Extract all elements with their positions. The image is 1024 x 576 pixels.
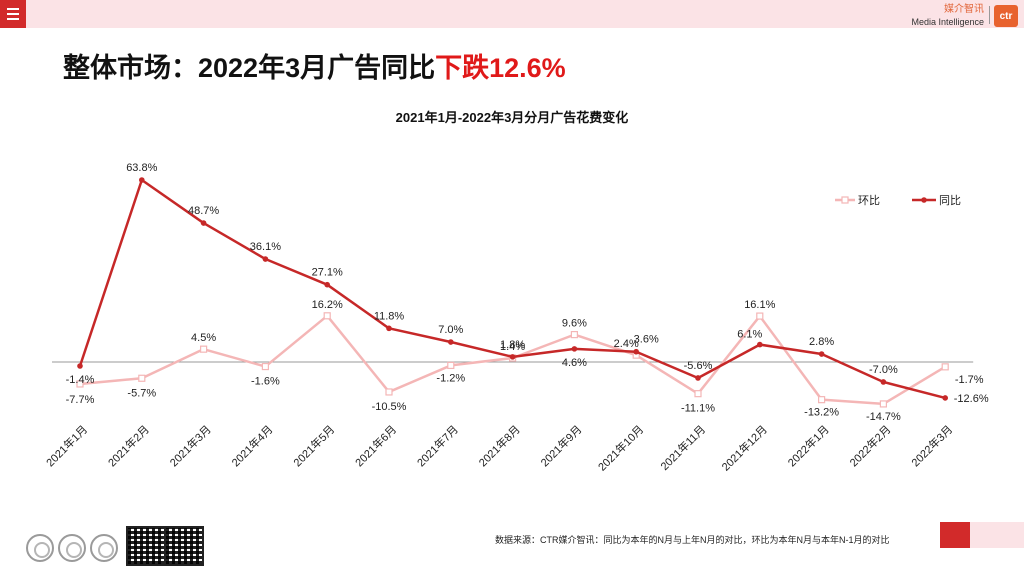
yoy-marker (200, 220, 207, 226)
yoy-marker (262, 256, 269, 262)
yoy-data-label: 3.6% (634, 334, 659, 346)
yoy-data-label: -7.0% (869, 364, 898, 376)
mom-marker (200, 345, 208, 353)
mom-data-label: 2.4% (614, 338, 639, 350)
data-source-note: 数据来源：CTR媒介智讯：同比为本年的N月与上年N月的对比，环比为本年N月与本年… (495, 535, 890, 545)
legend-yoy-marker (921, 197, 927, 203)
mom-marker (261, 362, 269, 371)
menu-icon[interactable] (0, 0, 26, 28)
yoy-marker (448, 339, 454, 345)
sgs-seal-icon (58, 534, 86, 562)
mom-marker (447, 361, 455, 370)
yoy-marker (324, 281, 331, 288)
yoy-data-label: 11.8% (374, 310, 405, 322)
brand-name-cn: 媒介智讯 (944, 4, 984, 15)
x-tick-label: 2021年6月 (352, 422, 399, 469)
mom-marker (817, 396, 826, 404)
mom-marker (138, 374, 146, 382)
logo-text: ctr (999, 10, 1013, 22)
qr-code-icon (164, 526, 204, 566)
sgs-seal-icon (90, 534, 118, 562)
yoy-marker (633, 348, 639, 355)
brand-text: 媒介智讯 Media Intelligence (911, 4, 984, 28)
yoy-marker (571, 346, 578, 352)
headline-highlight: 下跌12.6% (435, 53, 566, 83)
mom-data-label: -5.7% (127, 387, 156, 399)
yoy-marker (757, 341, 763, 348)
yoy-data-label: -5.6% (684, 360, 713, 372)
legend-label-mom: 环比 (858, 194, 880, 207)
yoy-marker (942, 395, 948, 401)
x-tick-label: 2021年10月 (595, 422, 646, 473)
sgs-seal-icon (26, 534, 54, 562)
mom-data-label: 16.1% (744, 299, 775, 311)
brand-name-en: Media Intelligence (911, 17, 984, 27)
yoy-data-label: 7.0% (438, 324, 463, 336)
legend-mom-marker (841, 196, 849, 204)
mom-data-label: -7.7% (66, 394, 95, 406)
x-tick-label: 2022年3月 (908, 422, 955, 469)
x-tick-label: 2021年11月 (657, 422, 708, 473)
headline-main: 整体市场：2022年3月广告同比 (63, 53, 436, 83)
mom-data-label: 4.5% (191, 332, 216, 344)
chart-title: 2021年1月-2022年3月分月广告花费变化 (395, 110, 629, 125)
yoy-marker (695, 375, 701, 381)
top-bar: 媒介智讯 Media Intelligence ctr (0, 0, 1024, 28)
yoy-data-label: 27.1% (312, 267, 343, 279)
x-tick-label: 2021年7月 (414, 422, 461, 469)
yoy-data-label: 63.8% (126, 162, 157, 174)
mom-marker (879, 400, 888, 408)
mom-marker (323, 312, 331, 320)
footer-pink-block (970, 522, 1024, 548)
mom-data-label: -1.6% (251, 376, 280, 388)
yoy-marker (509, 354, 516, 360)
brand-divider (989, 6, 990, 24)
x-tick-label: 2021年4月 (228, 422, 275, 469)
yoy-marker (818, 351, 825, 357)
yoy-data-label: 48.7% (188, 205, 219, 217)
yoy-marker (139, 177, 145, 183)
mom-marker (694, 390, 702, 398)
ctr-logo: ctr (994, 5, 1018, 27)
footer-red-block (940, 522, 970, 548)
x-tick-label: 2021年12月 (719, 422, 770, 473)
x-tick-label: 2022年2月 (846, 422, 893, 469)
yoy-data-label: -1.4% (66, 374, 95, 386)
mom-data-label: 9.6% (562, 318, 587, 330)
x-tick-label: 2021年2月 (105, 422, 152, 469)
yoy-data-label: 4.6% (562, 357, 587, 369)
x-tick-label: 2021年3月 (167, 422, 214, 469)
x-tick-label: 2021年8月 (476, 422, 523, 469)
yoy-data-label: 36.1% (250, 241, 281, 253)
legend-label-yoy: 同比 (939, 194, 961, 207)
x-tick-label: 2022年1月 (785, 422, 832, 469)
yoy-marker (386, 325, 392, 332)
mom-marker (756, 312, 764, 320)
page-headline: 整体市场：2022年3月广告同比下跌12.6% (63, 46, 566, 85)
yoy-data-label: 6.1% (737, 329, 762, 341)
mom-data-label: -14.7% (866, 411, 901, 423)
logo-dot (1012, 7, 1016, 11)
x-tick-label: 2021年5月 (290, 422, 337, 469)
yoy-marker (77, 363, 83, 369)
yoy-marker (880, 379, 887, 385)
x-tick-label: 2021年9月 (537, 422, 584, 469)
mom-data-label: 1.4% (500, 341, 525, 353)
mom-data-label: -1.2% (436, 372, 465, 384)
mom-data-label: 16.2% (312, 299, 343, 311)
mom-data-label: -11.1% (681, 403, 715, 415)
yoy-data-label: -12.6% (954, 393, 989, 405)
mom-marker (385, 388, 393, 396)
yoy-data-label: 2.8% (809, 336, 834, 348)
mom-data-label: -10.5% (372, 401, 407, 413)
mom-data-label: -1.7% (955, 374, 984, 386)
mom-marker (76, 380, 84, 388)
mom-marker (941, 363, 949, 371)
yoy-data-label: 1.8% (500, 339, 525, 351)
mom-marker (570, 331, 579, 339)
qr-code-icon (126, 526, 166, 566)
mom-data-label: -13.2% (804, 407, 839, 419)
x-tick-label: 2021年1月 (43, 422, 90, 469)
